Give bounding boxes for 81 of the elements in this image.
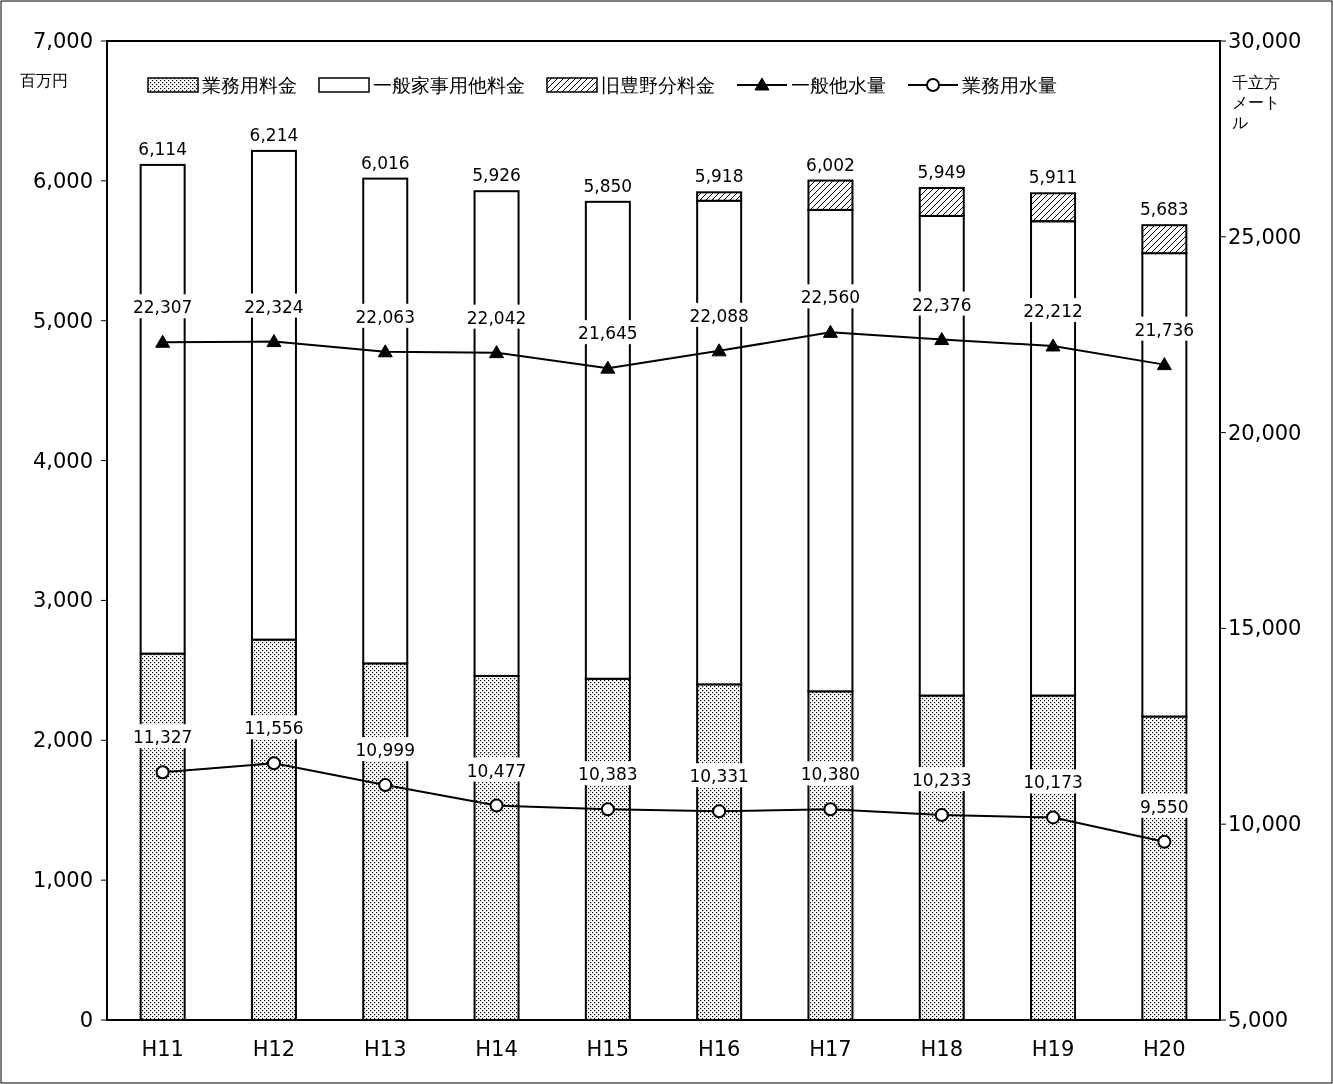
y-tick-label: 1,000 xyxy=(32,868,93,893)
data-label: 22,324 xyxy=(244,296,304,317)
data-label: 10,999 xyxy=(355,740,415,761)
data-label: 10,380 xyxy=(800,764,861,785)
data-label: 9,550 xyxy=(1140,796,1189,817)
total-label: 5,683 xyxy=(1140,199,1189,220)
point xyxy=(822,324,838,338)
data-label: 22,212 xyxy=(1023,300,1083,321)
total-label: 5,850 xyxy=(583,175,633,196)
point xyxy=(1157,834,1172,849)
x-tick-label: H19 xyxy=(1031,1037,1075,1061)
x-tick-label: H18 xyxy=(920,1037,964,1061)
x-tick-label: H11 xyxy=(141,1037,184,1061)
legend-label: 業務用水量 xyxy=(962,74,1057,96)
point xyxy=(934,808,949,823)
total-label: 5,949 xyxy=(917,161,967,182)
y-tick-label: 2,000 xyxy=(32,728,93,753)
total-label: 5,926 xyxy=(472,165,521,186)
total-label: 5,911 xyxy=(1028,167,1078,188)
point xyxy=(1045,338,1061,352)
legend-label: 一般他水量 xyxy=(791,74,886,96)
x-tick-label: H16 xyxy=(697,1037,741,1061)
data-label: 22,063 xyxy=(355,306,415,327)
data-label: 22,042 xyxy=(466,307,527,328)
data-label: 10,173 xyxy=(1023,772,1083,793)
y-tick-label: 3,000 xyxy=(32,588,93,613)
data-label: 22,560 xyxy=(800,287,861,308)
y2-tick-label: 5,000 xyxy=(1228,1008,1289,1032)
legend-label: 旧豊野分料金 xyxy=(601,74,715,96)
data-label: 10,331 xyxy=(689,766,749,787)
point xyxy=(823,802,838,817)
y-tick-label: 7,000 xyxy=(32,29,93,53)
point xyxy=(155,334,171,348)
point xyxy=(600,360,616,374)
x-tick-label: H17 xyxy=(809,1037,852,1061)
y-tick-label: 6,000 xyxy=(32,168,93,193)
y2-tick-label: 20,000 xyxy=(1228,420,1302,445)
point xyxy=(934,332,950,346)
x-tick-label: H13 xyxy=(363,1037,407,1061)
data-label: 22,307 xyxy=(132,297,193,318)
y-tick-label: 5,000 xyxy=(32,308,93,333)
data-label: 10,383 xyxy=(578,764,638,785)
point xyxy=(1156,357,1172,371)
point xyxy=(1046,810,1061,825)
data-label: 21,645 xyxy=(578,323,638,344)
point xyxy=(266,334,282,348)
data-label: 22,376 xyxy=(912,294,972,315)
x-tick-label: H12 xyxy=(252,1037,296,1061)
y-tick-label: 0 xyxy=(79,1008,93,1032)
total-label: 5,918 xyxy=(694,166,744,187)
data-label: 11,556 xyxy=(244,718,304,739)
data-label: 22,088 xyxy=(689,305,749,326)
y2-tick-label: 10,000 xyxy=(1228,812,1302,837)
total-label: 6,016 xyxy=(360,152,410,173)
point xyxy=(266,756,281,771)
y2-tick-label: 25,000 xyxy=(1228,224,1302,249)
x-tick-label: H15 xyxy=(586,1037,630,1061)
data-label: 10,233 xyxy=(912,770,972,791)
data-label: 21,736 xyxy=(1134,319,1195,340)
point xyxy=(711,343,727,357)
point xyxy=(489,798,504,813)
legend-label: 一般家事用他料金 xyxy=(373,74,525,96)
total-label: 6,002 xyxy=(806,154,855,175)
point xyxy=(378,778,393,793)
y-axis-title: 百万円 xyxy=(20,71,68,90)
total-label: 6,114 xyxy=(138,138,187,159)
point xyxy=(155,765,170,780)
point xyxy=(712,804,727,819)
y-tick-label: 4,000 xyxy=(32,448,93,473)
data-label: 10,477 xyxy=(466,760,527,781)
point xyxy=(489,345,505,359)
point xyxy=(600,802,615,817)
y2-axis-title: 千立方メートル xyxy=(1232,73,1280,132)
point xyxy=(377,344,393,358)
y2-tick-label: 15,000 xyxy=(1228,616,1302,641)
data-label: 11,327 xyxy=(132,727,193,748)
y2-tick-label: 30,000 xyxy=(1228,29,1302,53)
legend-label: 業務用料金 xyxy=(202,74,297,96)
x-tick-label: H14 xyxy=(475,1037,518,1061)
total-label: 6,214 xyxy=(249,124,299,145)
x-tick-label: H20 xyxy=(1143,1037,1186,1061)
